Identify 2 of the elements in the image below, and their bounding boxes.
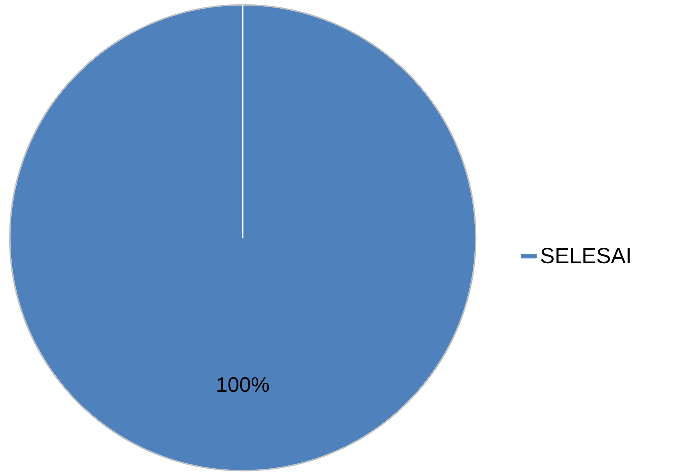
legend-label: SELESAI (541, 248, 630, 264)
data-label: 100% (218, 377, 270, 392)
